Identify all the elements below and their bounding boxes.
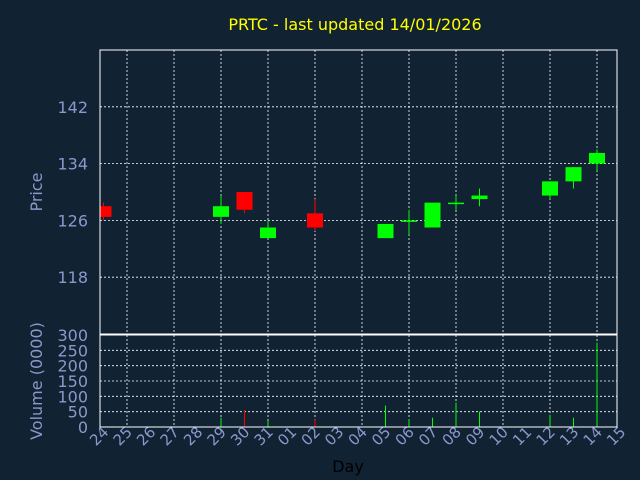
price-y-tick-label: 126 [57,211,88,230]
price-y-tick-label: 134 [57,155,88,174]
price-y-tick-label: 142 [57,98,88,117]
volume-y-tick-label: 0 [78,418,88,437]
volume-y-tick-label: 200 [57,357,88,376]
volume-axis-label: Volume (0000) [27,322,46,440]
volume-y-tick-label: 100 [57,387,88,406]
price-panel-frame [99,49,618,335]
volume-bars [220,342,598,427]
candle-body [448,202,464,205]
volume-y-tick-label: 300 [57,326,88,345]
candles [100,149,605,239]
price-y-tick-label: 118 [57,268,88,287]
volume-y-tick-label: 50 [68,403,88,422]
candle-body [424,202,441,228]
candle-body [236,192,253,210]
candle-body [377,223,394,239]
volume-panel-frame [99,334,618,428]
candle-body [542,181,558,196]
candle-body [565,167,582,182]
candle-body [100,206,112,217]
candle-body [260,227,276,239]
volume-y-tick-label: 250 [57,341,88,360]
candle-body [307,213,323,228]
x-axis-label: Day [332,457,364,476]
candle-body [471,195,488,200]
chart-title: PRTC - last updated 14/01/2026 [228,15,481,34]
candle-body [589,152,605,164]
candle-body [213,206,229,217]
volume-y-tick-label: 150 [57,372,88,391]
price-axis-label: Price [27,172,46,211]
candle-body [401,220,417,222]
price-y-tick-labels: 118 126 134 142 [57,98,88,287]
